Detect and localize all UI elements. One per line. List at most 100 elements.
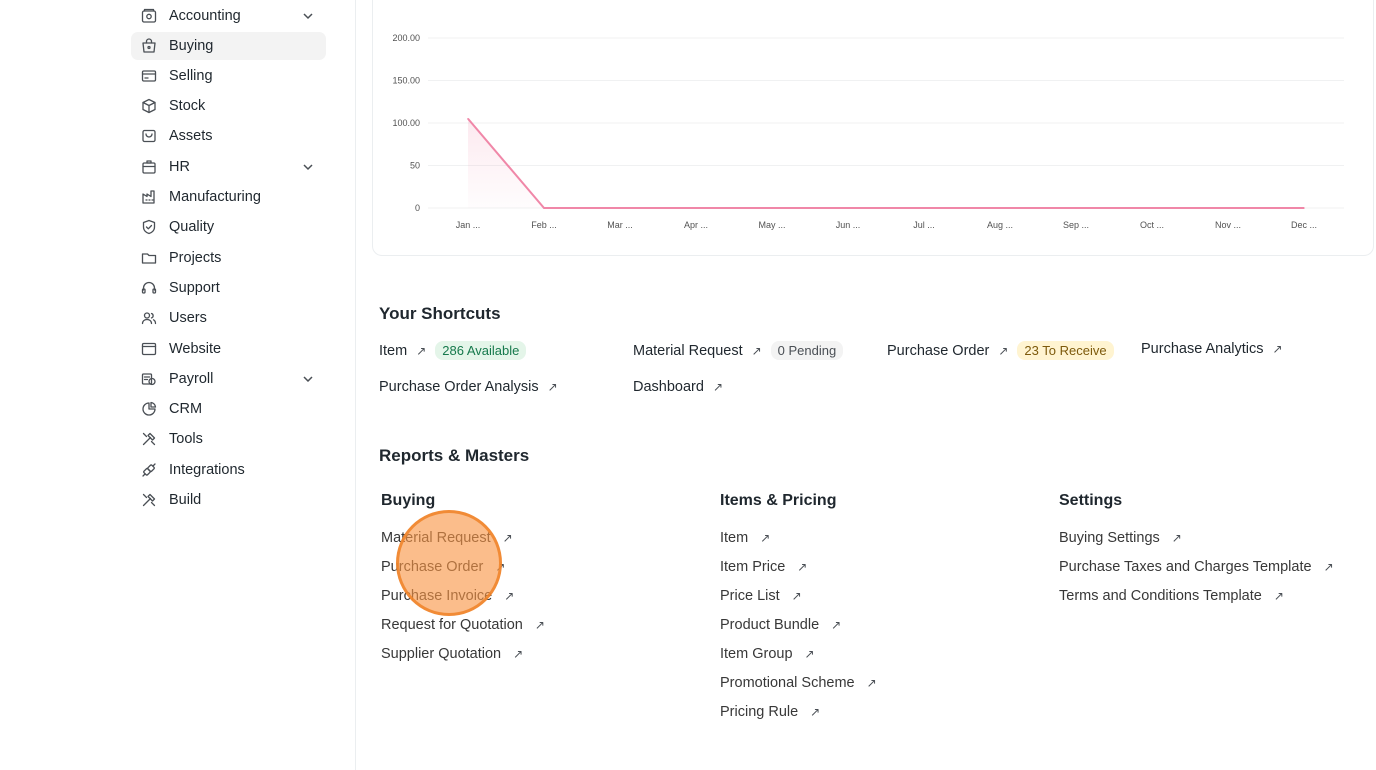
sidebar-item-integrations[interactable]: Integrations [131,456,326,484]
sidebar-item-buying[interactable]: Buying [131,32,326,60]
report-link-item-price[interactable]: Item Price ↗ [720,559,807,575]
sidebar-item-assets[interactable]: Assets [131,122,326,150]
shortcut-label: Purchase Order [887,342,990,359]
line-chart: 0 50 100.00 150.00 200.00 Jan ... Feb ... Mar .… [392,33,1344,230]
report-link-purchase-order[interactable]: Purchase Order ↗ [381,559,505,575]
shortcut-purchase-order-analysis[interactable]: Purchase Order Analysis ↗ [379,379,558,395]
report-link-purchase-invoice[interactable]: Purchase Invoice ↗ [381,588,514,604]
build-icon [140,491,158,509]
y-tick-label: 50 [410,161,420,171]
sidebar-item-label: Stock [169,98,206,114]
external-link-arrow-icon: ↗ [998,343,1009,358]
sidebar-item-manufacturing[interactable]: Manufacturing [131,183,326,211]
report-link-label: Purchase Invoice [381,588,493,604]
x-tick-label: Nov ... [1215,220,1241,230]
sidebar-item-selling[interactable]: Selling [131,62,326,90]
sidebar-item-build[interactable]: Build [131,486,326,514]
sidebar-item-payroll[interactable]: Payroll [131,365,326,393]
report-link-item-group[interactable]: Item Group ↗ [720,646,815,662]
sidebar-item-label: Quality [169,219,215,235]
y-tick-label: 0 [415,203,420,213]
sidebar-item-stock[interactable]: Stock [131,92,326,120]
report-link-product-bundle[interactable]: Product Bundle ↗ [720,617,841,633]
shortcut-label: Purchase Order Analysis [379,379,539,395]
shortcut-purchase-analytics[interactable]: Purchase Analytics ↗ [1141,341,1283,357]
sidebar-item-quality[interactable]: Quality [131,213,326,241]
sidebar-item-label: Users [169,310,207,326]
data-point [1075,207,1077,209]
series-line [467,118,1304,209]
report-link-label: Product Bundle [720,617,820,633]
chevron-down-icon[interactable] [302,161,314,173]
data-point [999,207,1001,209]
report-link-label: Terms and Conditions Template [1059,588,1262,604]
external-link-arrow-icon: ↗ [547,380,558,394]
support-icon [140,279,158,297]
shortcut-label: Purchase Analytics [1141,341,1264,357]
report-link-item[interactable]: Item ↗ [720,530,770,546]
report-link-supplier-quotation[interactable]: Supplier Quotation ↗ [381,646,523,662]
quality-icon [140,218,158,236]
users-icon [140,309,158,327]
report-link-pricing-rule[interactable]: Pricing Rule ↗ [720,704,820,720]
sidebar-item-crm[interactable]: CRM [131,395,326,423]
external-link-arrow-icon: ↗ [797,560,808,574]
external-link-arrow-icon: ↗ [712,380,723,394]
report-link-purchase-taxes-and-charges-template[interactable]: Purchase Taxes and Charges Template ↗ [1059,559,1334,575]
sidebar-item-projects[interactable]: Projects [131,244,326,272]
data-point [1227,207,1229,209]
shortcut-material-request[interactable]: Material Request ↗ 0 Pending [633,341,844,360]
report-link-label: Purchase Taxes and Charges Template [1059,559,1312,575]
sidebar-item-label: Support [169,280,220,296]
external-link-arrow-icon: ↗ [1273,589,1284,603]
sidebar-item-label: Payroll [169,371,214,387]
external-link-arrow-icon: ↗ [502,531,513,545]
shortcut-dashboard[interactable]: Dashboard ↗ [633,379,723,395]
data-point [847,207,849,209]
external-link-arrow-icon: ↗ [804,647,815,661]
chevron-down-icon[interactable] [302,10,314,22]
chevron-down-icon[interactable] [302,373,314,385]
report-link-request-for-quotation[interactable]: Request for Quotation ↗ [381,617,545,633]
sidebar-item-label: Website [169,341,222,357]
sidebar-item-tools[interactable]: Tools [131,425,326,453]
x-tick-label: Apr ... [684,220,708,230]
report-link-promotional-scheme[interactable]: Promotional Scheme ↗ [720,675,877,691]
sidebar-item-label: HR [169,159,190,175]
sidebar-item-website[interactable]: Website [131,335,326,363]
report-link-price-list[interactable]: Price List ↗ [720,588,802,604]
sidebar-item-accounting[interactable]: Accounting [131,2,326,30]
x-tick-label: Jul ... [913,220,935,230]
sidebar-item-label: Integrations [169,462,245,478]
sidebar-item-hr[interactable]: HR [131,153,326,181]
series-area [468,118,1304,208]
reports-title: Reports & Masters [379,446,530,465]
shortcut-item[interactable]: Item ↗ 286 Available [379,341,527,360]
manufacturing-icon [140,188,158,206]
website-icon [140,340,158,358]
external-link-arrow-icon: ↗ [416,343,427,358]
data-point [543,207,545,209]
x-tick-label: Oct ... [1140,220,1164,230]
shortcut-label: Item [379,342,408,359]
status-badge: 23 To Receive [1017,341,1114,360]
data-point [467,117,469,120]
buying-icon [140,37,158,55]
sidebar-item-support[interactable]: Support [131,274,326,302]
report-column-title: Settings [1059,492,1123,509]
shortcut-purchase-order[interactable]: Purchase Order ↗ 23 To Receive [887,341,1114,360]
report-link-material-request[interactable]: Material Request ↗ [381,530,513,546]
sidebar-item-users[interactable]: Users [131,304,326,332]
report-link-buying-settings[interactable]: Buying Settings ↗ [1059,530,1182,546]
external-link-arrow-icon: ↗ [810,705,821,719]
sidebar: Accounting Buying Selling Stock Assets HR Manu… [0,0,356,770]
report-link-label: Item [720,530,749,546]
report-link-terms-and-conditions-template[interactable]: Terms and Conditions Template ↗ [1059,588,1284,604]
crm-icon [140,400,158,418]
report-link-label: Buying Settings [1059,530,1160,546]
data-point [1151,207,1153,209]
report-link-label: Item Price [720,559,786,575]
data-point [619,207,621,209]
x-tick-label: Mar ... [607,220,633,230]
tools-icon [140,430,158,448]
